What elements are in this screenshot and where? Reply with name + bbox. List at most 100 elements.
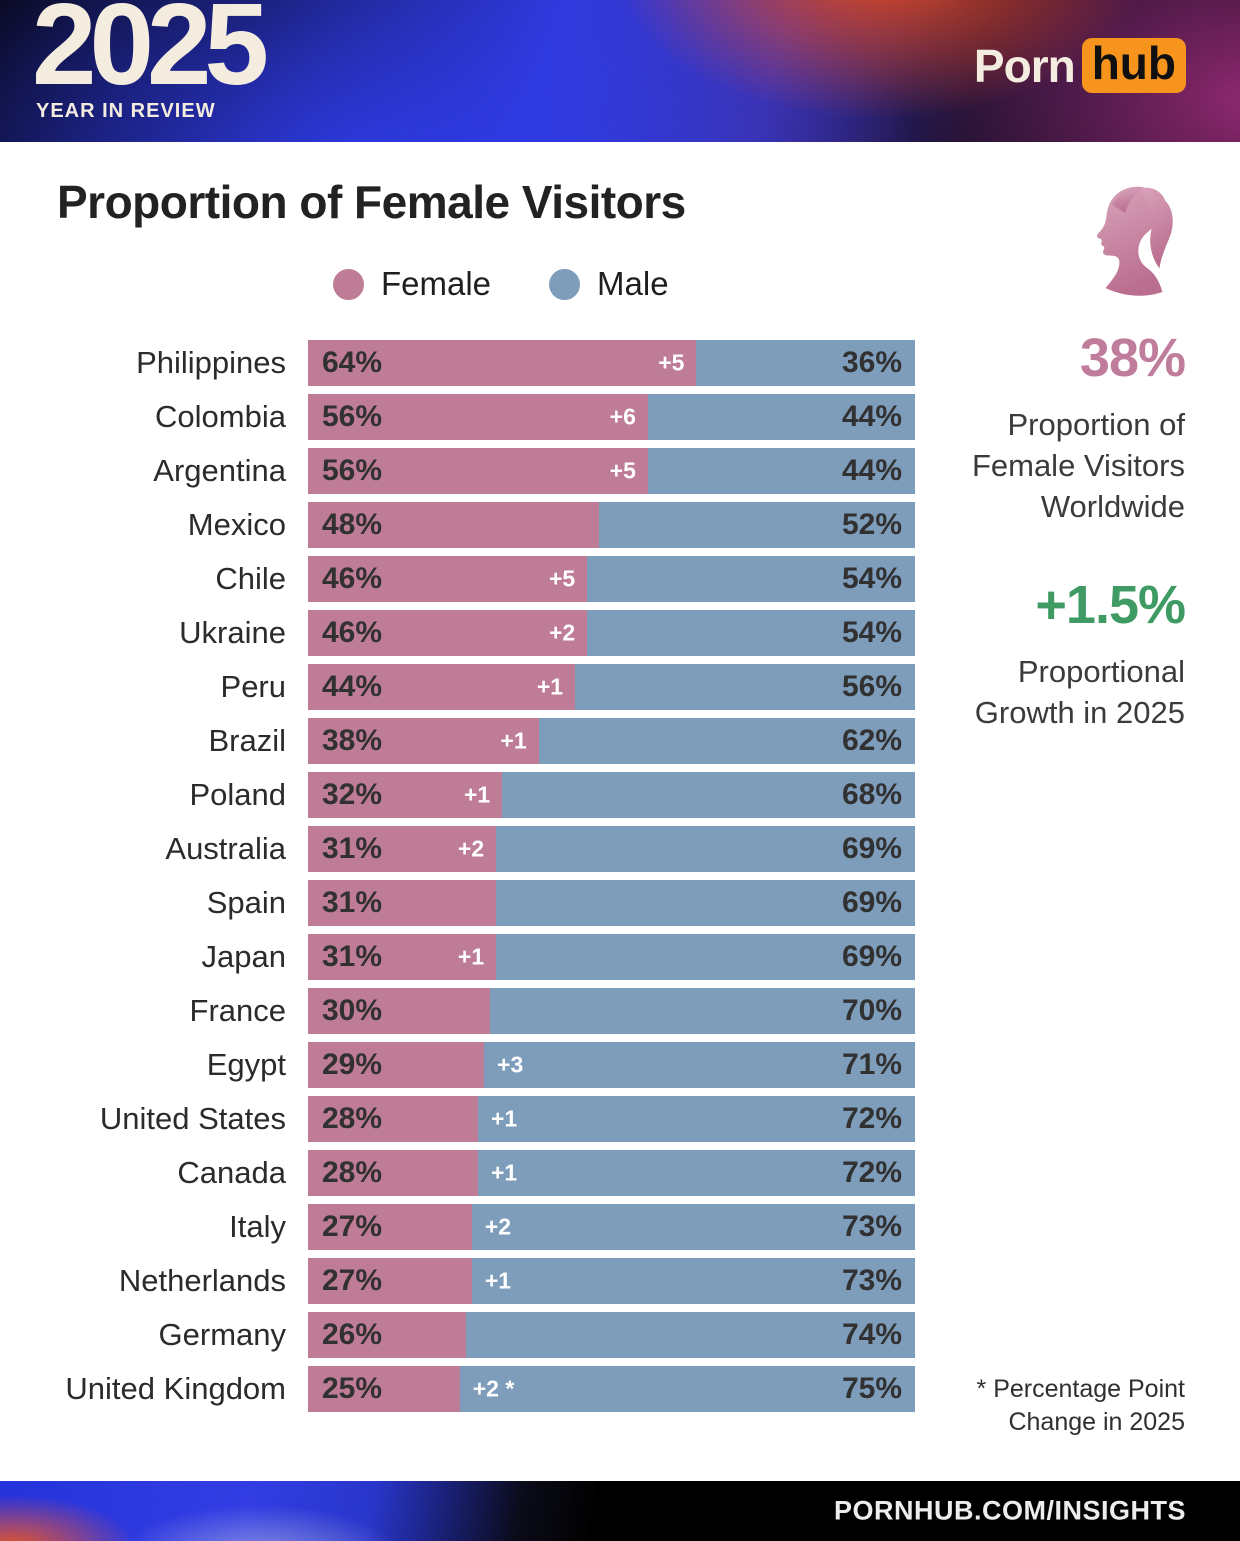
country-bar: 38% +1 62% (308, 718, 915, 764)
female-bar-segment: 56% +6 (308, 394, 648, 440)
female-profile-silhouette-icon (1097, 186, 1173, 296)
country-label: Australia (165, 831, 286, 866)
female-bar-segment: 32% +1 (308, 772, 503, 818)
female-value-label: 28% (322, 1156, 383, 1189)
female-value-label: 31% (322, 886, 383, 919)
male-bar-segment: 62% (538, 718, 915, 764)
country-bar: 31% +1 69% (308, 934, 915, 980)
male-legend-dot-icon (549, 268, 581, 300)
female-value-label: 28% (322, 1102, 383, 1135)
country-label: Japan (201, 939, 286, 974)
change-label-female-side: +5 (548, 565, 576, 592)
chart-row: Colombia 56% +6 44% (0, 394, 937, 440)
country-bar: 25% +2 * 75% (308, 1366, 915, 1412)
change-label-male-side: +1 (490, 1159, 518, 1186)
country-label: Philippines (136, 345, 286, 380)
female-value-label: 64% (322, 346, 383, 379)
male-bar-segment: +1 73% (471, 1258, 915, 1304)
stat-growth-label: Proportional Growth in 2025 (974, 653, 1185, 730)
male-bar-segment: +2 * 75% (459, 1366, 915, 1412)
male-value-label: 70% (841, 994, 902, 1027)
female-value-label: 29% (322, 1048, 383, 1081)
female-bar-segment: 56% +5 (308, 448, 648, 494)
female-value-label: 46% (322, 616, 383, 649)
male-value-label: 72% (841, 1102, 902, 1135)
change-label-female-side: +6 (609, 403, 636, 430)
chart-row: France 30% 70% (0, 988, 937, 1034)
change-label-female-side: +5 (609, 457, 636, 484)
change-label-male-side: +2 (484, 1213, 512, 1240)
country-label: France (189, 993, 286, 1028)
male-value-label: 68% (841, 778, 902, 811)
country-label: Poland (189, 777, 286, 812)
chart-row: United Kingdom 25% +2 * 75% (0, 1366, 937, 1412)
female-legend-dot-icon (333, 268, 364, 300)
male-value-label: 75% (841, 1372, 902, 1405)
country-label: Chile (215, 561, 286, 596)
legend-label-male: Male (597, 265, 669, 302)
country-label: Mexico (187, 507, 286, 542)
male-bar-segment: +3 71% (484, 1042, 915, 1088)
change-label-female-side: +1 (457, 943, 485, 970)
page-title: Proportion of Female Visitors (57, 176, 686, 228)
male-value-label: 54% (841, 562, 902, 595)
chart-row: Australia 31% +2 69% (0, 826, 937, 872)
chart-row: Ukraine 46% +2 54% (0, 610, 937, 656)
male-value-label: 73% (841, 1264, 902, 1297)
female-bar-segment: 28% (308, 1150, 478, 1196)
male-value-label: 52% (841, 508, 902, 541)
male-value-label: 62% (841, 724, 902, 757)
male-value-label: 54% (841, 616, 902, 649)
country-label: Canada (177, 1155, 286, 1190)
chart-legend: Female Male (333, 265, 669, 303)
female-bar-segment: 26% (308, 1312, 466, 1358)
country-bar: 32% +1 68% (308, 772, 915, 818)
male-bar-segment: 69% (496, 826, 915, 872)
country-bar: 26% 74% (308, 1312, 915, 1358)
chart-row: Japan 31% +1 69% (0, 934, 937, 980)
female-bar-segment: 29% (308, 1042, 485, 1088)
female-value-label: 56% (322, 400, 383, 433)
country-label: United States (99, 1101, 286, 1136)
female-value-label: 48% (322, 508, 383, 541)
country-label: Egypt (206, 1047, 286, 1082)
chart-row: Egypt 29% +3 71% (0, 1042, 937, 1088)
male-bar-segment: 52% (599, 502, 915, 548)
male-bar-segment: +1 72% (477, 1150, 915, 1196)
male-value-label: 69% (841, 940, 902, 973)
male-value-label: 72% (841, 1156, 902, 1189)
country-label: Brazil (208, 723, 286, 758)
country-bar: 46% +2 54% (308, 610, 915, 656)
footer-banner: PORNHUB.COM/INSIGHTS (0, 1481, 1240, 1541)
female-value-label: 31% (322, 940, 383, 973)
change-label-male-side: +1 (490, 1105, 518, 1132)
chart-row: Peru 44% +1 56% (0, 664, 937, 710)
country-bar: 31% +2 69% (308, 826, 915, 872)
female-value-label: 25% (322, 1372, 383, 1405)
pornhub-logo: Porn hub (974, 38, 1186, 93)
female-value-label: 26% (322, 1318, 383, 1351)
chart-row: Poland 32% +1 68% (0, 772, 937, 818)
stat-female-worldwide-value: 38% (1079, 328, 1186, 388)
chart-row: Mexico 48% 52% (0, 502, 937, 548)
legend-label-female: Female (381, 265, 492, 302)
female-value-label: 56% (322, 454, 383, 487)
legend-item-male: Male (549, 265, 669, 303)
male-bar-segment: 56% (575, 664, 915, 710)
male-value-label: 56% (841, 670, 902, 703)
country-bar: 27% +2 73% (308, 1204, 915, 1250)
change-label-male-side: +3 (497, 1051, 524, 1078)
female-value-label: 31% (322, 832, 383, 865)
country-bar: 56% +5 44% (308, 448, 915, 494)
stacked-bar-chart: Philippines 64% +5 36% Colombia 56% +6 (0, 340, 937, 1420)
country-bar: 30% 70% (308, 988, 915, 1034)
chart-row: United States 28% +1 72% (0, 1096, 937, 1142)
male-bar-segment: 68% (502, 772, 915, 818)
header-banner: 2025 YEAR IN REVIEW Porn hub (0, 0, 1240, 142)
female-bar-segment: 38% +1 (308, 718, 539, 764)
change-label-female-side: +5 (658, 349, 685, 376)
male-value-label: 44% (841, 454, 902, 487)
chart-row: Spain 31% 69% (0, 880, 937, 926)
pornhub-logo-hub: hub (1081, 38, 1186, 93)
